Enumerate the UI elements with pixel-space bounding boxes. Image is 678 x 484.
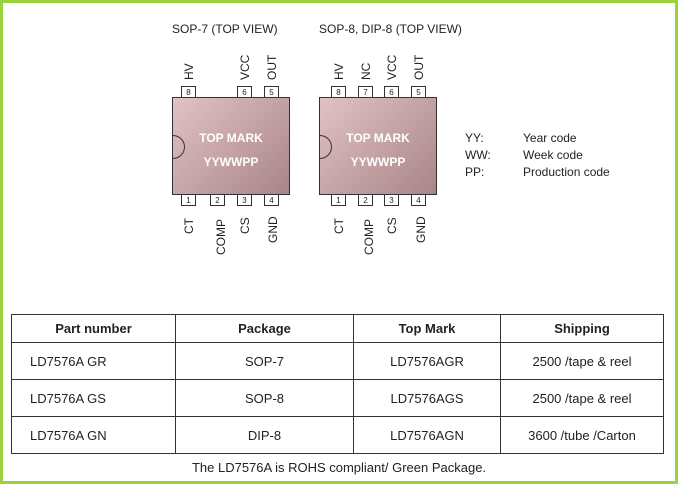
pin: 5 [411,86,426,98]
pin-label: OUT [412,54,426,80]
pin-label: HV [182,63,196,80]
pin: 7 [358,86,373,98]
cell: SOP-7 [175,342,354,380]
chip-sop7: TOP MARK YYWWPP [172,97,290,195]
cell: SOP-8 [175,379,354,417]
header-cell: Shipping [500,314,664,343]
pin-label: CS [385,217,399,234]
pin: 8 [181,86,196,98]
chip-sop8: TOP MARK YYWWPP [319,97,437,195]
pin-label: HV [332,63,346,80]
pin-label: COMP [362,219,376,255]
cell: 3600 /tube /Carton [500,416,664,454]
legend-key: YY: [465,131,484,145]
pin: 3 [384,194,399,206]
pin-label: VCC [385,54,399,80]
header-cell: Part number [11,314,176,343]
pin: 3 [237,194,252,206]
cell: LD7576A GN [11,416,176,454]
pin-label: NC [359,62,373,80]
date-code: YYWWPP [203,155,259,169]
cell: 2500 /tape & reel [500,379,664,417]
header-cell: Top Mark [353,314,501,343]
pin: 1 [181,194,196,206]
pin: 2 [358,194,373,206]
legend-desc: Production code [523,165,610,179]
table-row: LD7576A GN DIP-8 LD7576AGN 3600 /tube /C… [11,416,664,454]
pin-label: GND [266,216,280,243]
pin-label: VCC [238,54,252,80]
top-mark: TOP MARK [346,131,410,145]
ordering-table: Part number Package Top Mark Shipping LD… [11,314,664,454]
cell: LD7576A GS [11,379,176,417]
pin: 2 [210,194,225,206]
diagram-title-sop8: SOP-8, DIP-8 (TOP VIEW) [319,22,462,36]
legend-key: PP: [465,165,485,179]
cell: LD7576AGS [353,379,501,417]
pin-label: CT [332,218,346,234]
pin-label: GND [414,216,428,243]
footer-note: The LD7576A is ROHS compliant/ Green Pac… [191,460,487,475]
table-header: Part number Package Top Mark Shipping [11,314,664,343]
diagram-title-sop7: SOP-7 (TOP VIEW) [172,22,278,36]
table-row: LD7576A GR SOP-7 LD7576AGR 2500 /tape & … [11,342,664,380]
pin-label: CT [182,218,196,234]
cell: DIP-8 [175,416,354,454]
cell: 2500 /tape & reel [500,342,664,380]
pin-label: COMP [214,219,228,255]
cell: LD7576AGR [353,342,501,380]
pin: 4 [411,194,426,206]
pin: 6 [384,86,399,98]
pin: 6 [237,86,252,98]
top-mark: TOP MARK [199,131,263,145]
table-row: LD7576A GS SOP-8 LD7576AGS 2500 /tape & … [11,379,664,417]
pin: 5 [264,86,279,98]
pin-label: CS [238,217,252,234]
cell: LD7576AGN [353,416,501,454]
header-cell: Package [175,314,354,343]
legend-desc: Year code [523,131,577,145]
pin: 8 [331,86,346,98]
pin: 4 [264,194,279,206]
legend-desc: Week code [523,148,583,162]
cell: LD7576A GR [11,342,176,380]
date-code: YYWWPP [350,155,406,169]
pin-label: OUT [265,54,279,80]
pin: 1 [331,194,346,206]
legend-key: WW: [465,148,491,162]
